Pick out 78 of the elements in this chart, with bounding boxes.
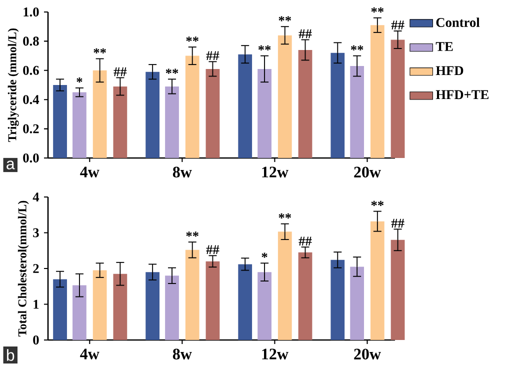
bar xyxy=(238,54,252,158)
bar xyxy=(258,68,272,158)
bar xyxy=(298,252,312,340)
legend-label: TE xyxy=(436,42,453,51)
bar xyxy=(370,221,384,340)
data-label: ** xyxy=(371,200,384,206)
y-tick-label: 0.6 xyxy=(23,66,39,75)
bar xyxy=(370,25,384,158)
bar xyxy=(72,92,86,158)
bar xyxy=(146,72,160,158)
bar xyxy=(165,86,179,158)
y-tick-label: 2 xyxy=(33,264,39,273)
y-tick-label: 0 xyxy=(33,336,39,344)
bar xyxy=(390,40,405,158)
bar xyxy=(238,264,252,340)
bar xyxy=(278,232,292,340)
x-tick-label: 12w xyxy=(262,348,288,360)
bar xyxy=(185,250,200,340)
bar xyxy=(92,270,107,340)
y-axis-title: Total Cholesterol(mmol/L) xyxy=(18,200,29,336)
data-label: ** xyxy=(94,48,106,54)
data-label: * xyxy=(262,252,268,258)
bar xyxy=(53,85,67,158)
bar xyxy=(113,86,128,158)
data-label: ** xyxy=(278,213,292,218)
data-label: ## xyxy=(114,67,127,76)
bar xyxy=(350,266,364,340)
x-tick-label: 20w xyxy=(354,166,381,178)
x-tick-label: 12w xyxy=(262,166,288,178)
data-label: ** xyxy=(186,36,198,42)
y-tick-label: 0.8 xyxy=(23,36,39,46)
bar xyxy=(258,272,272,340)
y-tick-label: 4 xyxy=(32,192,40,202)
bar xyxy=(72,285,86,340)
y-tick-label: 0.2 xyxy=(23,124,39,134)
x-tick-label: 8w xyxy=(172,166,192,178)
legend-label: HFD+TE xyxy=(436,90,488,100)
data-label: * xyxy=(76,78,82,83)
data-label: ## xyxy=(298,29,312,38)
bar xyxy=(330,52,345,158)
y-tick-label: 1 xyxy=(34,300,39,309)
legend-label: HFD xyxy=(436,66,464,75)
data-label: ** xyxy=(371,7,384,12)
y-tick-label: 3 xyxy=(33,228,39,238)
data-label: ## xyxy=(298,236,312,246)
bar xyxy=(330,260,345,340)
data-label: ** xyxy=(350,45,364,50)
bar xyxy=(92,70,107,158)
x-tick-label: 4w xyxy=(80,166,100,178)
data-label: ## xyxy=(391,218,404,228)
bar xyxy=(206,261,220,340)
text: b xyxy=(6,349,14,361)
bar xyxy=(350,66,364,158)
bar xyxy=(298,50,312,158)
data-label: ** xyxy=(186,232,198,237)
y-axis-title: Triglyceride (mmol/L) xyxy=(8,28,19,142)
bar xyxy=(390,240,405,340)
data-label: ** xyxy=(166,68,178,74)
data-label: ## xyxy=(391,20,404,30)
x-tick-label: 8w xyxy=(172,348,192,360)
bar xyxy=(206,68,220,158)
x-tick-label: 4w xyxy=(80,348,100,360)
data-label: ## xyxy=(206,245,220,254)
bar xyxy=(113,274,128,340)
bar xyxy=(165,276,179,340)
legend-label: Control xyxy=(436,18,480,27)
data-label: ## xyxy=(206,51,220,60)
y-tick-label: 0.0 xyxy=(23,153,39,163)
bar xyxy=(146,272,160,340)
bar xyxy=(53,279,67,340)
data-label: ** xyxy=(278,16,292,22)
y-tick-label: 0.4 xyxy=(23,95,40,104)
y-tick-label: 1.0 xyxy=(24,7,39,17)
x-tick-label: 20w xyxy=(354,348,381,360)
bar xyxy=(185,56,200,158)
bar xyxy=(278,35,292,158)
data-label: ** xyxy=(258,45,271,50)
text: a xyxy=(6,160,15,170)
